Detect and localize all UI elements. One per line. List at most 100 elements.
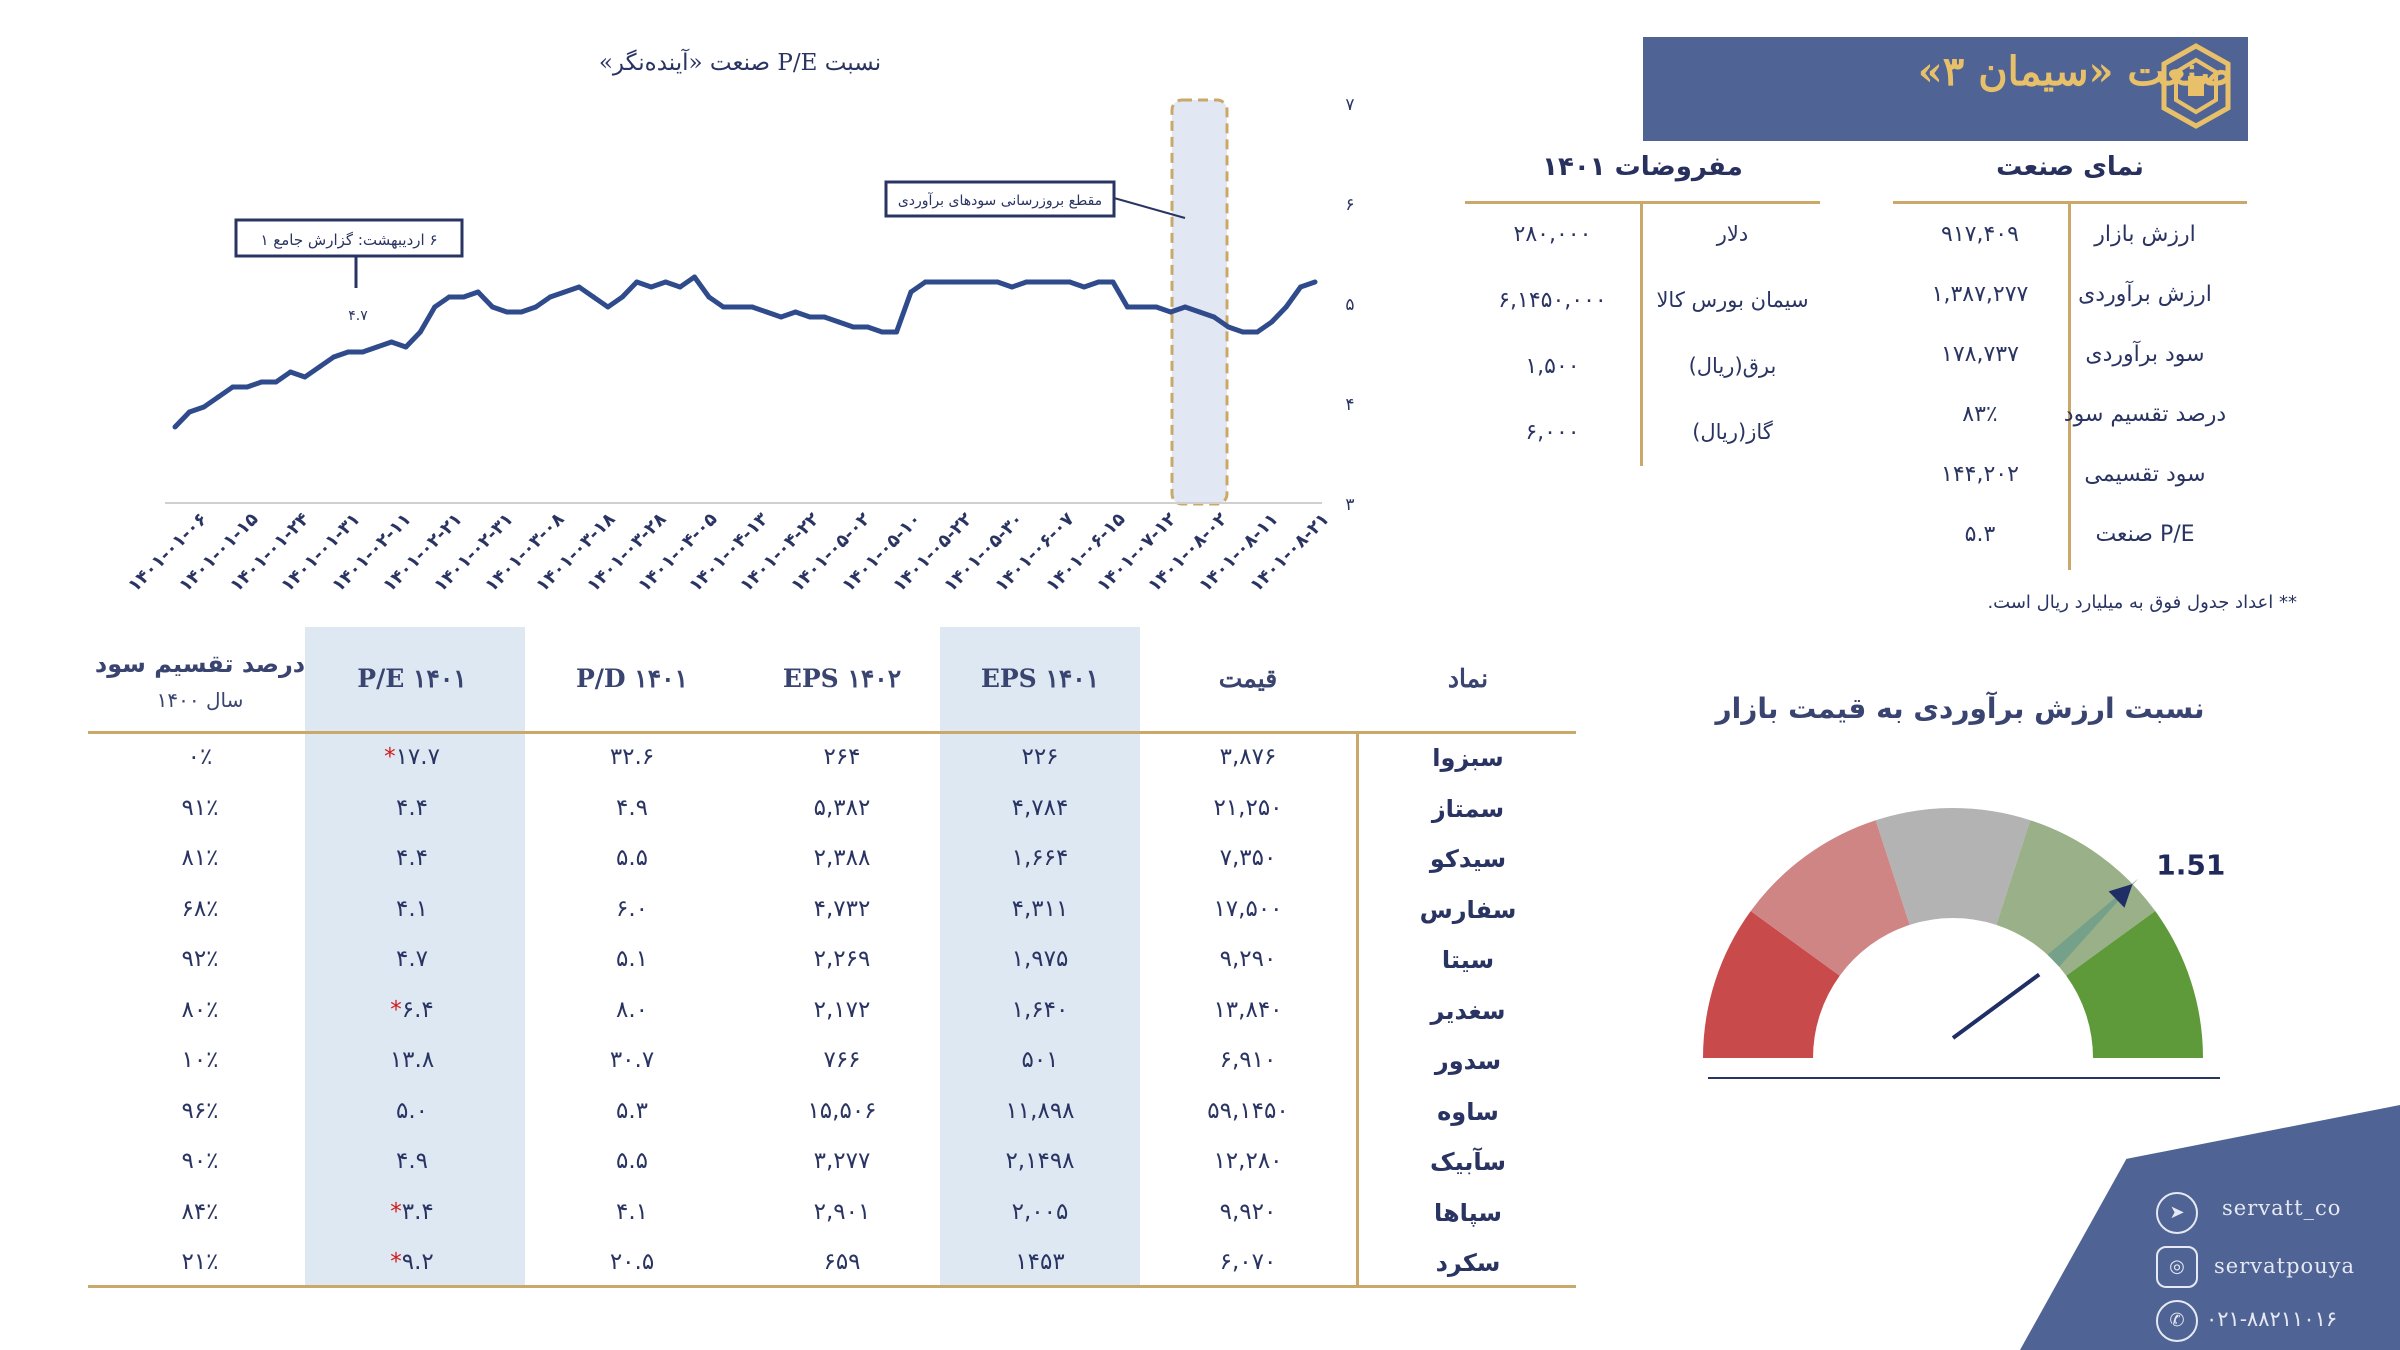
dividend-cell: ۸۴٪ [181,1198,219,1225]
data-point [648,284,654,290]
data-point [1023,279,1029,285]
annotation-value: ۴.۷ [348,308,368,324]
eps1401-cell: ۱۱,۸۹۸ [1005,1097,1075,1124]
pd-cell: ۴.۹ [615,794,649,821]
eps1401-column-highlight [940,627,1140,1287]
data-point [230,384,236,390]
table-divider [1356,733,1359,1285]
pe-line-chart: ۷۶۵۴۳۱۴۰۱-۰۱-۰۶۱۴۰۱-۰۱-۱۵۱۴۰۱-۰۱-۲۴۱۴۰۱-… [124,95,1355,596]
data-point [749,304,755,310]
annotation-text: مقطع بروزرسانی سودهای برآوردی [898,192,1102,209]
price-cell: ۷,۳۵۰ [1219,845,1277,871]
data-point [461,294,467,300]
pe-cell: ۴.۷ [395,946,429,972]
data-point [894,329,900,335]
gauge-title: نسبت ارزش برآوردی به قیمت بازار [1715,692,2205,725]
dividend-cell: ۶۸٪ [181,895,219,922]
data-point [1312,279,1318,285]
telegram-handle[interactable]: servatt_co [2222,1196,2342,1220]
y-tick-label: ۷ [1345,95,1354,115]
data-point [735,304,741,310]
header-banner [1643,37,2248,141]
pe-cell: ۴.۹ [395,1148,429,1174]
phone-icon[interactable]: ✆ [2156,1300,2198,1342]
overview-label: ارزش بازار [2094,222,2196,247]
eps1401-cell: ۴,۳۱۱ [1011,895,1069,922]
data-point [1225,324,1231,330]
annotation-box [234,218,464,258]
column-header: EPS ۱۴۰۱ [980,664,1100,693]
data-point [590,294,596,300]
warning-star-icon: * [390,1249,402,1275]
eps1401-cell: ۵۰۱ [1021,1047,1059,1073]
column-header: نماد [1447,664,1489,693]
dividend-cell: ۹۶٪ [181,1097,219,1124]
data-point [821,314,827,320]
price-cell: ۹,۲۹۰ [1219,946,1277,972]
dividend-cell: ۹۱٪ [181,794,219,821]
column-header: EPS ۱۴۰۲ [782,664,902,693]
data-point [1182,304,1188,310]
data-point [316,364,322,370]
data-point [374,344,380,350]
symbol-cell: سکرد [1435,1249,1501,1277]
symbol-cell: سبزوا [1432,744,1504,772]
column-header: P/D ۱۴۰۱ [575,664,689,693]
company-logo-icon [2161,43,2231,129]
instagram-icon[interactable]: ◎ [2156,1246,2198,1288]
gauge-value: 1.51 [2156,848,2225,881]
overview-label: P/E صنعت [2095,522,2195,547]
pe-cell: *۶.۴ [390,996,434,1023]
eps1401-cell: ۲۲۶ [1021,744,1059,770]
pe-cell: *۹.۲ [390,1249,434,1275]
divider [1640,204,1643,466]
data-point [244,384,250,390]
overview-label: سود برآوردی [2085,342,2205,367]
gauge-segment [1703,911,1840,1058]
eps1402-cell: ۲۶۴ [823,744,861,770]
data-point [793,309,799,315]
annotation-text: ۶ اردیبهشت: گزارش جامع ۱ [260,231,437,249]
price-cell: ۶,۹۱۰ [1219,1047,1277,1073]
data-point [302,374,308,380]
symbol-cell: ساوه [1437,1097,1499,1126]
data-point [403,344,409,350]
overview-value: ۵.۳ [1964,522,1996,547]
data-point [533,304,539,310]
gauge-marker [2047,878,2139,967]
overview-value: ۱۷۸,۷۳۷ [1941,342,2019,367]
pe-cell: ۴.۱ [395,895,429,922]
data-point [1124,304,1130,310]
data-point [186,409,192,415]
data-point [879,329,885,335]
data-point [1081,284,1087,290]
y-tick-label: ۳ [1345,495,1354,515]
phone-number[interactable]: ۰۲۱-۸۸۲۱۱۰۱۶ [2206,1307,2338,1331]
eps1402-cell: ۴,۷۳۲ [813,895,871,922]
dividend-cell: ۱۰٪ [181,1047,219,1073]
telegram-icon[interactable]: ➤ [2156,1192,2198,1234]
data-point [1153,304,1159,310]
eps1402-cell: ۱۵,۵۰۶ [807,1097,877,1124]
page-title: صنعت «سیمان ۳» [1917,48,2232,95]
data-point [1298,284,1304,290]
pd-cell: ۵.۵ [615,1148,649,1174]
symbol-cell: سآبیک [1430,1148,1506,1176]
dividend-cell: ۰٪ [187,744,213,770]
annotation-pointer [1113,197,1186,219]
eps1401-cell: ۱۴۵۳ [1015,1249,1065,1275]
price-cell: ۱۲,۲۸۰ [1213,1148,1283,1174]
data-point [966,279,972,285]
gauge-segment [1996,820,2156,976]
assumption-value: ۶,۱۴۵۰,۰۰۰ [1498,288,1607,313]
data-point [677,284,683,290]
instagram-handle[interactable]: servatpouya [2214,1254,2356,1278]
overview-label: درصد تقسیم سود [2063,402,2227,427]
eps1402-cell: ۳,۲۷۷ [813,1148,871,1174]
footnote: ** اعداد جدول فوق به میلیارد ریال است. [1987,592,2297,613]
eps1402-cell: ۵,۳۸۲ [813,794,871,821]
pd-cell: ۳۰.۷ [609,1047,655,1073]
divider [1893,201,2247,204]
data-point [1110,279,1116,285]
data-point [691,274,697,280]
